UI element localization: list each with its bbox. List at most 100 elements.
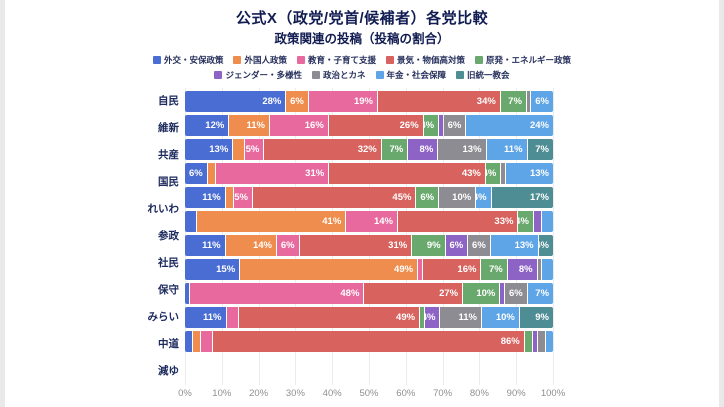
bar-segment: 8% bbox=[507, 259, 537, 280]
bar-segment: 31% bbox=[215, 163, 329, 184]
bar-segment bbox=[501, 163, 505, 184]
x-axis: 0% 10% 20% 30% 40% 50% 60% 70% 80% 90% 100% bbox=[178, 388, 565, 402]
bar-segment: 4% bbox=[424, 307, 440, 328]
legend-item: 原発・エネルギー政策 bbox=[475, 54, 571, 66]
legend-label: 景気・物価高対策 bbox=[397, 55, 466, 65]
bar-segment: 7% bbox=[527, 283, 553, 304]
bar-segment: 31% bbox=[299, 235, 412, 256]
bar-segment-value: 43% bbox=[461, 168, 481, 179]
bar-segment: 11% bbox=[440, 307, 481, 328]
axis-tick: 10% bbox=[212, 388, 232, 399]
bar-segment-value: 49% bbox=[394, 264, 414, 275]
bar-segment: 28% bbox=[185, 91, 286, 112]
legend-item: 旧統一教会 bbox=[456, 69, 510, 81]
bar-segment-value: 5% bbox=[245, 144, 260, 155]
bar-segment bbox=[185, 283, 189, 304]
bar-segment-value: 28% bbox=[262, 96, 282, 107]
axis-tick: 50% bbox=[359, 388, 379, 399]
bar-segment-value: 6% bbox=[420, 192, 435, 203]
bar-segment-value: 11% bbox=[203, 312, 222, 323]
bar-row: 15% 49% 16% 7% 8% bbox=[185, 259, 553, 280]
bar-segment: 15% bbox=[185, 259, 240, 280]
legend-item: 外交・安保政策 bbox=[152, 54, 224, 66]
bar-segment-value: 16% bbox=[457, 264, 477, 275]
bar-segment-value: 86% bbox=[500, 336, 520, 347]
legend-label: 教育・子育て支援 bbox=[307, 55, 376, 65]
bar-segment: 32% bbox=[264, 139, 381, 160]
party-label: 維新 bbox=[158, 122, 179, 134]
bar-segment: 10% bbox=[482, 307, 519, 328]
bar-segment: 27% bbox=[364, 283, 463, 304]
bar-segment: 6% bbox=[416, 187, 439, 208]
bar-segment: 5% bbox=[233, 187, 252, 208]
bar-segment-value: 11% bbox=[504, 144, 523, 155]
bar-row: 41% 14% 33% 4% bbox=[185, 211, 553, 232]
bar-segment: 33% bbox=[397, 211, 518, 232]
legend-label: 政治とカネ bbox=[322, 70, 366, 80]
bar-segment: 16% bbox=[270, 115, 328, 136]
bar-segment: 11% bbox=[185, 307, 226, 328]
bar-segment: 4% bbox=[423, 115, 439, 136]
bar-segment: 6% bbox=[277, 235, 299, 256]
bar-segment-value: 6% bbox=[535, 96, 549, 107]
axis-tick: 90% bbox=[506, 388, 526, 399]
legend-label: 外交・安保政策 bbox=[163, 55, 224, 65]
bar-segment: 7% bbox=[481, 259, 507, 280]
bar-segment: 86% bbox=[213, 331, 524, 352]
bar-segment: 11% bbox=[229, 115, 270, 136]
legend-swatch-icon bbox=[233, 56, 242, 64]
bar-segment bbox=[185, 331, 193, 352]
bar-segment-value: 6% bbox=[280, 240, 295, 251]
party-label: 減ゆ bbox=[158, 365, 179, 377]
bar-segment: 7% bbox=[527, 139, 553, 160]
axis-tick: 0% bbox=[178, 388, 192, 399]
bar-segment-value: 7% bbox=[535, 288, 550, 299]
bar-segment-value: 14% bbox=[373, 216, 393, 227]
bar-segment-value: 6% bbox=[472, 240, 486, 251]
legend-item: 景気・物価高対策 bbox=[386, 54, 465, 66]
chart-title: 公式X（政党/党首/候補者）各党比較 bbox=[235, 10, 489, 27]
bar-segment: 49% bbox=[240, 259, 418, 280]
bar-segment bbox=[542, 211, 553, 232]
bar-row: 48% 27% 10% 6% 7% bbox=[185, 283, 553, 304]
bar-segment-value: 7% bbox=[535, 144, 549, 155]
axis-tick: 20% bbox=[249, 388, 269, 399]
bar-segment: 6% bbox=[445, 235, 468, 256]
bar-segment-value: 10% bbox=[452, 192, 472, 203]
bar-segment-value: 15% bbox=[216, 264, 236, 275]
legend-label: 旧統一教会 bbox=[467, 70, 510, 80]
legend-swatch-icon bbox=[475, 56, 484, 64]
axis-tick: 40% bbox=[322, 388, 342, 399]
bar-segment bbox=[537, 331, 545, 352]
bar-segment: 11% bbox=[185, 235, 225, 256]
party-label: れいわ bbox=[147, 203, 180, 215]
bar-row: 12% 11% 16% 26% 4% 6% 24% bbox=[185, 115, 553, 136]
bar-segment: 10% bbox=[439, 187, 476, 208]
bar-segment-value: 41% bbox=[322, 216, 342, 227]
bar-segment: 13% bbox=[185, 139, 233, 160]
bar-segment bbox=[537, 259, 542, 280]
bar-segment: 41% bbox=[196, 211, 346, 232]
bar-segment bbox=[201, 331, 213, 352]
bar-segment: 9% bbox=[519, 307, 553, 328]
legend-row-2: ジェンダー・多様性 政治とカネ 年金・社会保障 旧統一教会 bbox=[214, 69, 510, 81]
bar-segment-value: 4% bbox=[425, 312, 436, 323]
bar-segment-value: 7% bbox=[508, 96, 522, 107]
bar-row: 11% 5% 45% 6% 10% 4% 17% bbox=[185, 187, 553, 208]
bar-segment-value: 13% bbox=[529, 168, 549, 179]
legend-item: 教育・子育て支援 bbox=[296, 54, 376, 66]
bar-segment-value: 48% bbox=[340, 288, 360, 299]
bar-segment: 19% bbox=[308, 91, 377, 112]
bar-segment-value: 6% bbox=[449, 240, 464, 251]
bar-segment: 11% bbox=[185, 187, 225, 208]
bar-segment-value: 11% bbox=[202, 192, 221, 203]
bar-segment bbox=[542, 259, 553, 280]
category-labels: 自民 維新 共産 国民 れいわ 参政 社民 保守 みらい 中道 減ゆ bbox=[0, 88, 180, 385]
bar-segment bbox=[418, 259, 422, 280]
gridline bbox=[553, 88, 554, 385]
bar-segment-value: 13% bbox=[462, 144, 482, 155]
party-label: 国民 bbox=[158, 176, 179, 188]
legend-swatch-icon bbox=[152, 56, 161, 64]
bar-segment: 14% bbox=[346, 211, 397, 232]
bar-segment-value: 6% bbox=[508, 288, 523, 299]
